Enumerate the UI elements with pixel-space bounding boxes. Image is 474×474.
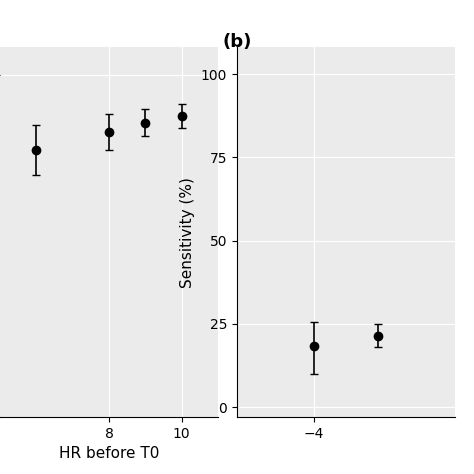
X-axis label: HR before T0: HR before T0 — [59, 447, 159, 461]
Y-axis label: Sensitivity (%): Sensitivity (%) — [180, 177, 195, 288]
Text: (b): (b) — [223, 33, 252, 51]
